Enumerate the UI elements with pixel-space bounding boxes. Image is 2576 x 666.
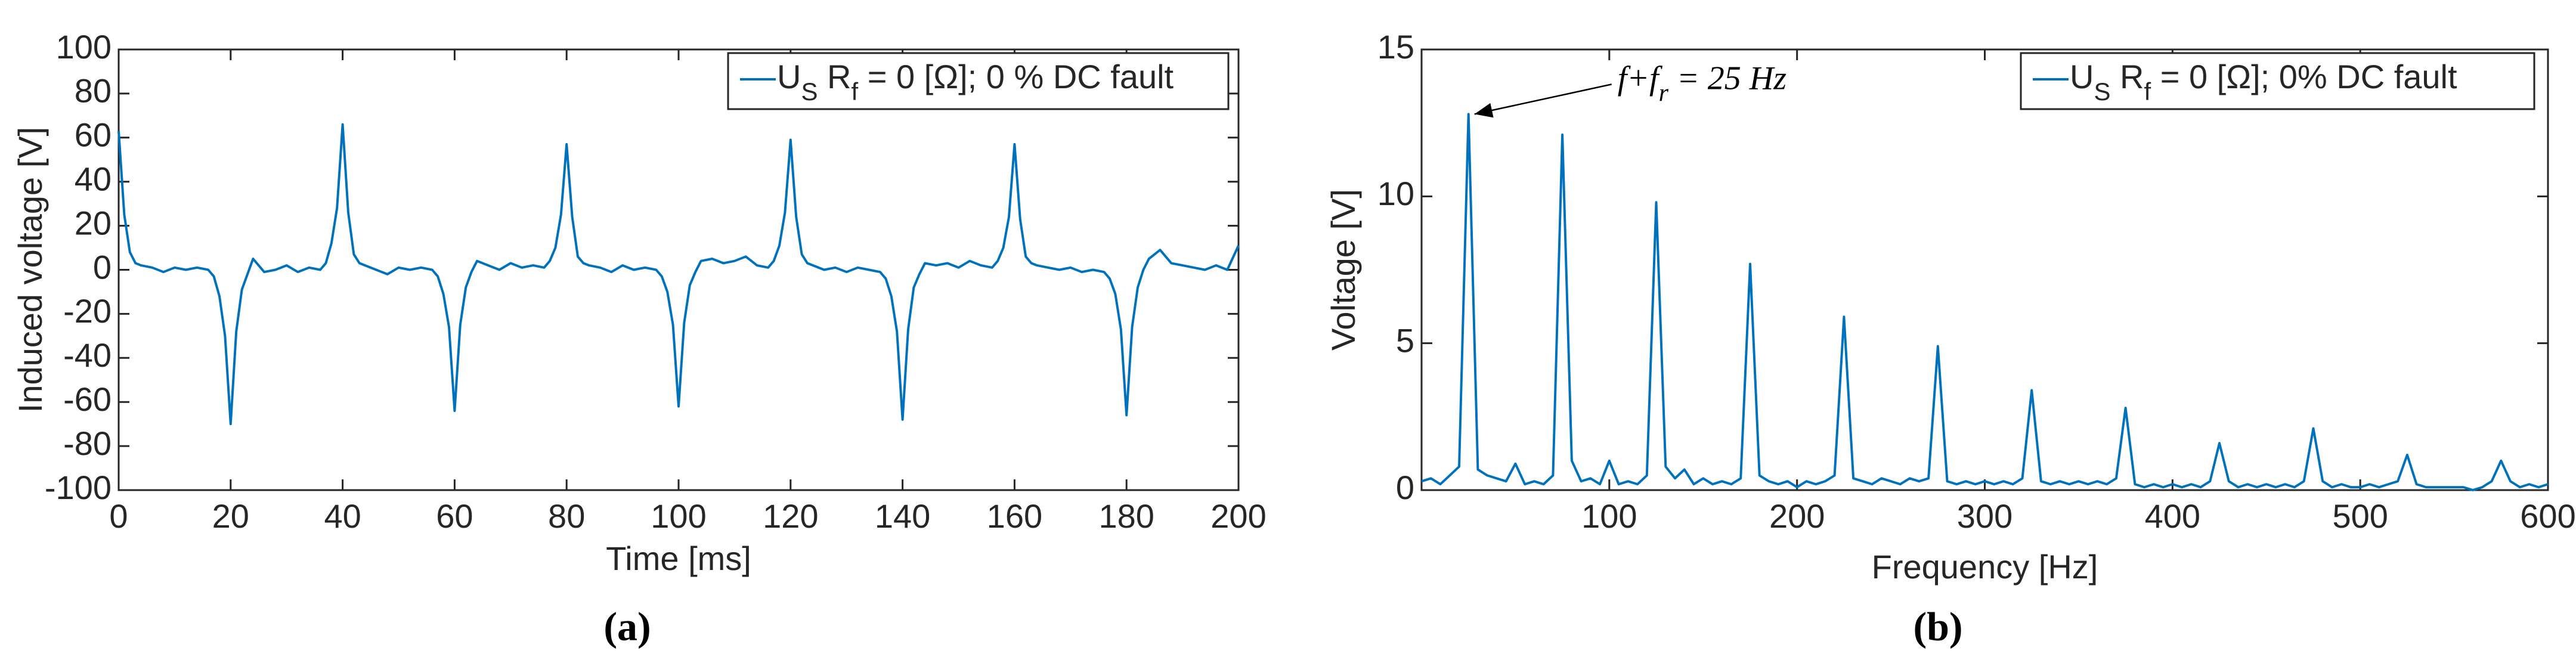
text-part: = 25 Hz [1668,60,1787,97]
subscript: f [851,78,858,106]
x-tick-label: 160 [987,497,1042,535]
annotation-arrow [1474,83,1612,118]
x-tick-label: 200 [1769,497,1825,535]
x-tick-label: 20 [212,497,249,535]
x-tick-label: 600 [2520,497,2575,535]
y-axis-label: Voltage [V] [1324,189,1362,351]
y-tick-label: -100 [45,469,112,506]
x-axis-label: Time [ms] [606,540,751,577]
x-tick-label: 100 [1581,497,1637,535]
y-tick-label: 40 [75,160,112,197]
chart-panel: 0 20 40 60 80 100 120 140 160 180 200-100-80-60-40… [11,28,1267,649]
subscript: S [801,78,818,106]
y-axis-label: Induced voltage [V] [11,127,49,413]
y-tick-label: 0 [93,248,112,286]
x-tick-label: 40 [324,497,361,535]
subscript: f [2144,78,2151,106]
x-tick-label: 400 [2145,497,2200,535]
label-text: US Rf = 0 [Ω]; 0 % DC fault [777,58,1174,106]
x-tick-label: 100 [651,497,706,535]
text-part: U [777,58,801,95]
text-part: R [818,58,851,95]
label-text: US Rf = 0 [Ω]; 0% DC fault [2070,58,2457,106]
x-tick-label: 0 [109,497,128,535]
subscript: r [1659,79,1669,107]
x-tick-label: 60 [436,497,473,535]
chart-panel: 100 200 300 400 500 600 0 5 10 15 Frequency [Hz] Vo… [1324,28,2576,649]
y-tick-label: -80 [63,425,112,462]
x-tick-label: 120 [763,497,818,535]
legend-box [727,52,1230,110]
label-text: f+fr = 25 Hz [1618,60,1787,107]
text-part: R [2110,58,2144,95]
text-part: = 0 [Ω]; 0% DC fault [2151,58,2457,95]
x-tick-label: 140 [875,497,930,535]
y-tick-label: -60 [63,380,112,418]
y-tick-label: 5 [1396,321,1414,359]
x-tick-label: 80 [548,497,585,535]
plot-frame [1420,48,2549,491]
plot-frame [117,48,1240,491]
y-tick-label: 15 [1377,28,1414,66]
y-tick-label: -20 [63,292,112,330]
x-tick-label: 200 [1210,497,1266,535]
text-part: f+f [1618,60,1663,97]
y-tick-label: 60 [75,116,112,154]
legend-box [2020,52,2535,110]
y-tick-label: 0 [1396,469,1414,506]
caption: (b) [1913,604,1962,649]
y-tick-label: 20 [75,204,112,241]
text-part: U [2070,58,2094,95]
subscript: S [2094,78,2110,106]
y-tick-label: 10 [1377,175,1414,212]
text-part: = 0 [Ω]; 0 % DC fault [858,58,1174,95]
y-tick-label: -40 [63,336,112,374]
x-tick-label: 180 [1098,497,1154,535]
series-line [1421,113,2549,491]
x-tick-label: 500 [2332,497,2388,535]
y-tick-label: 100 [56,28,112,66]
x-tick-label: 300 [1957,497,2012,535]
caption: (a) [603,604,651,649]
series-line [117,123,1240,426]
x-axis-label: Frequency [Hz] [1872,548,2098,586]
y-tick-label: 80 [75,72,112,110]
